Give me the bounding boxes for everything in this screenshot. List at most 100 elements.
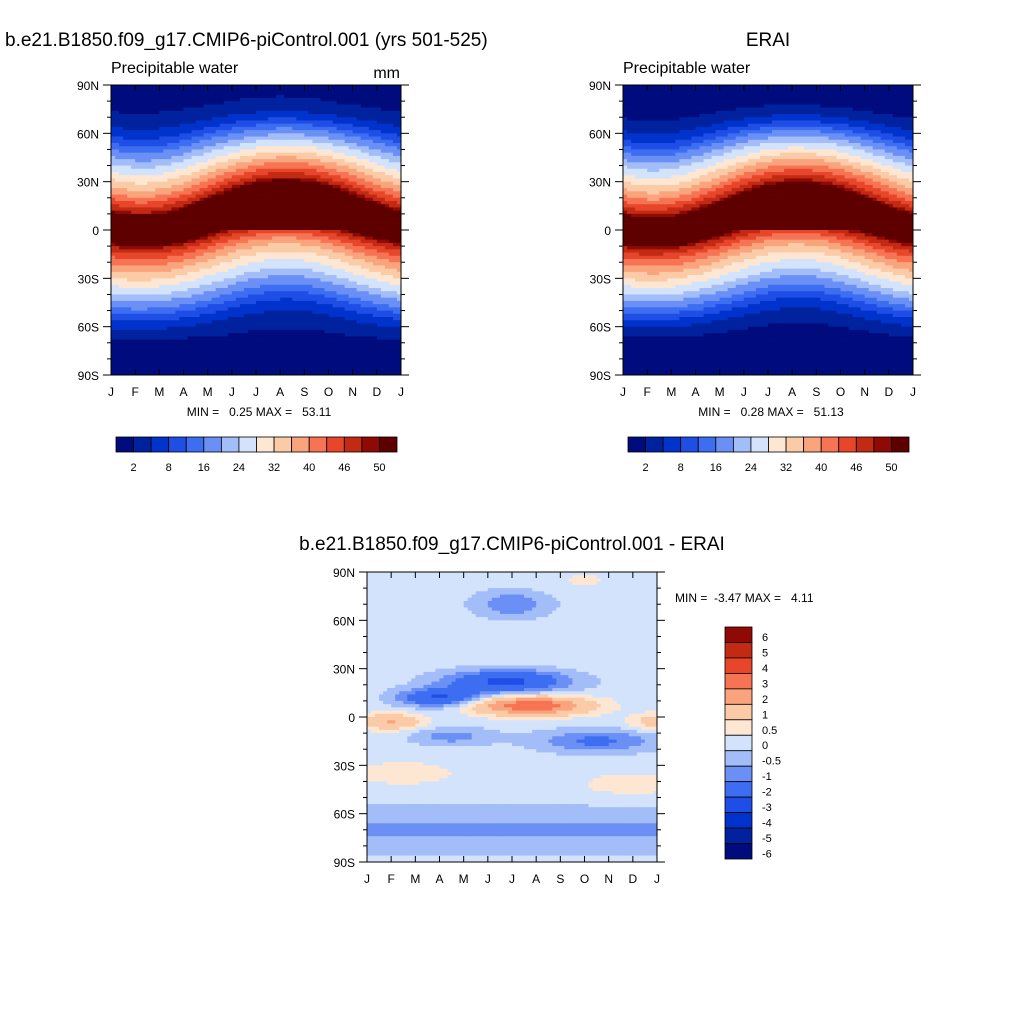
heatmap-cell bbox=[320, 265, 325, 270]
heatmap-cell bbox=[131, 184, 136, 189]
heatmap-cell bbox=[195, 107, 201, 112]
heatmap-cell bbox=[280, 297, 285, 302]
heatmap-cell bbox=[111, 101, 116, 105]
heatmap-cell bbox=[288, 175, 293, 179]
heatmap-cell bbox=[260, 130, 265, 134]
heatmap-cell bbox=[332, 88, 337, 92]
heatmap-cell bbox=[272, 288, 277, 292]
heatmap-cell bbox=[384, 220, 390, 224]
heatmap-cell bbox=[175, 117, 180, 121]
heatmap-cell bbox=[123, 85, 128, 89]
heatmap-cell bbox=[111, 271, 116, 276]
heatmap-cell bbox=[360, 94, 366, 99]
heatmap-cell bbox=[380, 294, 386, 299]
heatmap-cell bbox=[268, 117, 273, 121]
heatmap-cell bbox=[191, 249, 196, 253]
heatmap-cell bbox=[340, 281, 346, 286]
heatmap-cell bbox=[183, 223, 188, 228]
heatmap-cell bbox=[276, 97, 281, 102]
heatmap-cell bbox=[227, 114, 233, 118]
heatmap-cell bbox=[328, 117, 333, 121]
heatmap-cell bbox=[340, 242, 346, 247]
heatmap-cell bbox=[143, 194, 148, 199]
heatmap-cell bbox=[288, 155, 293, 160]
heatmap-cell bbox=[340, 220, 346, 224]
heatmap-cell bbox=[328, 136, 333, 141]
heatmap-cell bbox=[115, 246, 120, 250]
heatmap-cell bbox=[247, 104, 253, 108]
heatmap-cell bbox=[155, 175, 160, 179]
heatmap-cell bbox=[368, 120, 374, 125]
heatmap-cell bbox=[123, 294, 128, 299]
heatmap-cell bbox=[324, 110, 329, 115]
heatmap-cell bbox=[360, 88, 366, 92]
heatmap-cell bbox=[123, 104, 128, 108]
heatmap-cell bbox=[147, 255, 152, 260]
heatmap-cell bbox=[247, 300, 253, 305]
heatmap-cell bbox=[368, 101, 374, 105]
heatmap-cell bbox=[296, 146, 301, 150]
heatmap-cell bbox=[151, 184, 156, 189]
heatmap-cell bbox=[227, 178, 233, 183]
heatmap-cell bbox=[231, 101, 237, 105]
heatmap-cell bbox=[131, 168, 136, 173]
heatmap-cell bbox=[276, 242, 281, 247]
heatmap-cell bbox=[163, 155, 168, 160]
heatmap-cell bbox=[304, 175, 309, 179]
heatmap-cell bbox=[207, 152, 213, 157]
heatmap-cell bbox=[336, 226, 341, 231]
heatmap-cell bbox=[155, 110, 160, 115]
heatmap-cell bbox=[119, 146, 124, 150]
heatmap-cell bbox=[356, 159, 362, 163]
heatmap-cell bbox=[155, 294, 160, 299]
heatmap-cell bbox=[159, 181, 164, 186]
heatmap-cell bbox=[360, 259, 366, 263]
heatmap-cell bbox=[392, 91, 398, 96]
heatmap-cell bbox=[135, 236, 140, 241]
heatmap-cell bbox=[139, 159, 144, 163]
heatmap-cell bbox=[268, 246, 273, 250]
heatmap-cell bbox=[155, 220, 160, 224]
heatmap-cell bbox=[288, 239, 293, 244]
heatmap-cell bbox=[191, 201, 196, 205]
heatmap-cell bbox=[199, 85, 205, 89]
heatmap-cell bbox=[211, 126, 217, 131]
heatmap-cell bbox=[163, 307, 168, 311]
heatmap-cell bbox=[163, 91, 168, 96]
heatmap-cell bbox=[392, 181, 398, 186]
heatmap-cell bbox=[171, 107, 176, 112]
heatmap-cell bbox=[143, 101, 148, 105]
heatmap-cell bbox=[296, 130, 301, 134]
heatmap-cell bbox=[111, 165, 116, 170]
heatmap-cell bbox=[183, 268, 188, 273]
heatmap-cell bbox=[272, 139, 277, 144]
heatmap-cell bbox=[211, 223, 217, 228]
heatmap-cell bbox=[111, 152, 116, 157]
heatmap-cell bbox=[139, 146, 144, 150]
heatmap-cell bbox=[227, 233, 233, 237]
heatmap-cell bbox=[272, 123, 277, 128]
heatmap-cell bbox=[320, 204, 325, 208]
heatmap-cell bbox=[159, 85, 164, 89]
heatmap-cell bbox=[256, 162, 261, 166]
heatmap-cell bbox=[143, 288, 148, 292]
heatmap-cell bbox=[372, 242, 378, 247]
heatmap-cell bbox=[191, 120, 196, 125]
heatmap-cell bbox=[260, 117, 265, 121]
heatmap-cell bbox=[384, 188, 390, 192]
heatmap-cell bbox=[356, 265, 362, 270]
heatmap-cell bbox=[223, 230, 229, 234]
heatmap-cell bbox=[320, 172, 325, 176]
heatmap-cell bbox=[179, 278, 184, 282]
heatmap-cell bbox=[183, 204, 188, 208]
heatmap-cell bbox=[227, 249, 233, 253]
heatmap-cell bbox=[316, 207, 321, 212]
heatmap-cell bbox=[223, 233, 229, 237]
heatmap-cell bbox=[348, 239, 354, 244]
heatmap-cell bbox=[223, 133, 229, 137]
heatmap-cell bbox=[191, 278, 196, 282]
heatmap-cell bbox=[231, 246, 237, 250]
heatmap-cell bbox=[304, 255, 309, 260]
heatmap-cell bbox=[336, 120, 341, 125]
heatmap-cell bbox=[392, 271, 398, 276]
